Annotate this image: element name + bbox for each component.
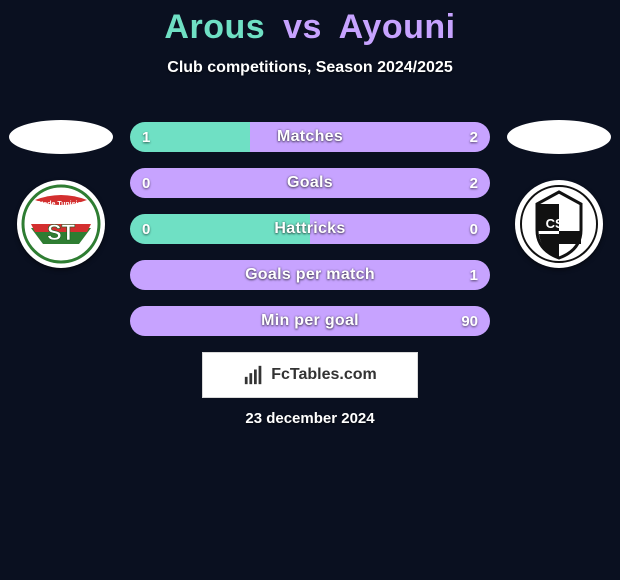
- svg-text:CSS: CSS: [546, 216, 573, 231]
- bar-label: Goals: [130, 168, 490, 198]
- left-player-oval: [9, 120, 113, 154]
- bar-label: Min per goal: [130, 306, 490, 336]
- page-title: Arous vs Ayouni: [0, 8, 620, 47]
- title-player2: Ayouni: [339, 8, 456, 46]
- bar-label: Hattricks: [130, 214, 490, 244]
- svg-text:ST: ST: [47, 220, 76, 245]
- footer-date: 23 december 2024: [0, 410, 620, 427]
- bar-label: Matches: [130, 122, 490, 152]
- left-player-panel: Stade Tunisien ST: [6, 120, 116, 268]
- stat-row: 12Matches: [130, 122, 490, 152]
- stat-row: 02Goals: [130, 168, 490, 198]
- svg-text:Stade Tunisien: Stade Tunisien: [36, 201, 85, 208]
- right-player-panel: CSS: [504, 120, 614, 268]
- chart-icon: [243, 364, 265, 386]
- stat-row: 00Hattricks: [130, 214, 490, 244]
- left-club-badge: Stade Tunisien ST: [17, 180, 105, 268]
- title-vs: vs: [283, 8, 322, 46]
- stat-row: 90Min per goal: [130, 306, 490, 336]
- brand-text: FcTables.com: [271, 366, 377, 384]
- subtitle: Club competitions, Season 2024/2025: [0, 59, 620, 77]
- right-club-badge: CSS: [515, 180, 603, 268]
- stat-row: 1Goals per match: [130, 260, 490, 290]
- bar-label: Goals per match: [130, 260, 490, 290]
- stat-bars: 12Matches 02Goals 00Hattricks 1Goals per ma…: [130, 122, 490, 336]
- right-player-oval: [507, 120, 611, 154]
- title-player1: Arous: [164, 8, 265, 46]
- infographic-container: Arous vs Ayouni Club competitions, Seaso…: [0, 0, 620, 580]
- right-club-logo: CSS: [519, 184, 599, 264]
- left-club-logo: Stade Tunisien ST: [21, 184, 101, 264]
- brand-box[interactable]: FcTables.com: [202, 352, 418, 398]
